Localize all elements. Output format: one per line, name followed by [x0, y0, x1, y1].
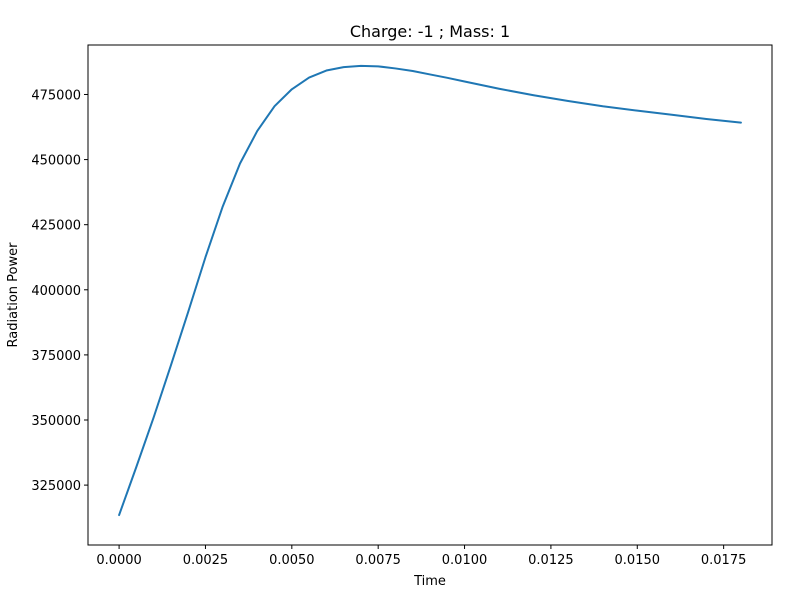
x-tick-label: 0.0150 — [615, 553, 661, 568]
x-tick-label: 0.0125 — [528, 553, 574, 568]
y-tick-label: 475000 — [31, 88, 81, 103]
x-tick-label: 0.0025 — [183, 553, 229, 568]
plot-area — [88, 45, 772, 545]
y-tick-label: 450000 — [31, 154, 81, 169]
x-axis-ticks: 0.0000 0.0025 0.0050 0.0075 0.0100 0.0125 0.01… — [96, 545, 746, 568]
x-tick-label: 0.0100 — [442, 553, 488, 568]
x-tick-label: 0.0050 — [269, 553, 315, 568]
y-tick-label: 425000 — [31, 219, 81, 234]
plot-frame — [87, 44, 773, 546]
series-layer — [118, 64, 742, 517]
y-axis-label: Radiation Power — [6, 242, 21, 348]
y-tick-label: 325000 — [31, 479, 81, 494]
series-line — [118, 64, 742, 517]
x-tick-label: 0.0000 — [96, 553, 142, 568]
y-axis-ticks: 325000 350000 375000 400000 425000 450000 4750… — [31, 88, 88, 494]
chart-title: Charge: -1 ; Mass: 1 — [350, 22, 510, 41]
y-tick-label: 375000 — [31, 349, 81, 364]
y-tick-label: 350000 — [31, 414, 81, 429]
x-tick-label: 0.0175 — [701, 553, 747, 568]
y-tick-label: 400000 — [31, 284, 81, 299]
x-axis-label: Time — [413, 574, 446, 589]
x-tick-label: 0.0075 — [355, 553, 401, 568]
